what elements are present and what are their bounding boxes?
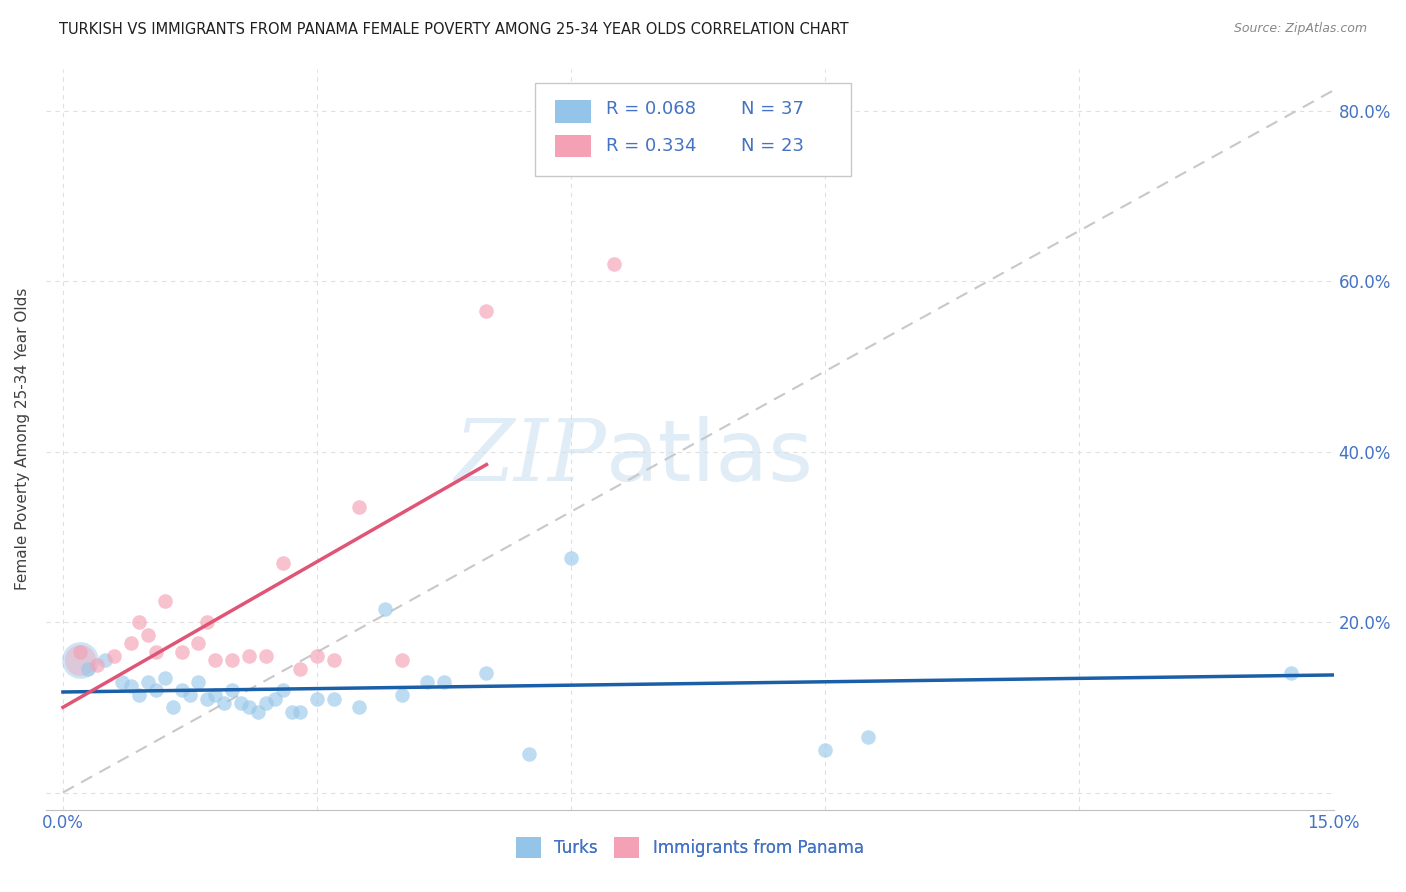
Point [374, 602, 396, 616]
Point [307, 649, 329, 664]
Point [162, 700, 184, 714]
Point [221, 653, 243, 667]
Point [238, 700, 260, 714]
Point [120, 679, 142, 693]
Point [238, 649, 260, 664]
Text: N = 23: N = 23 [741, 137, 804, 155]
Point [77, 662, 100, 676]
Point [307, 691, 329, 706]
Point [179, 688, 201, 702]
Point [195, 615, 218, 629]
Point [254, 649, 277, 664]
Point [391, 653, 413, 667]
Y-axis label: Female Poverty Among 25-34 Year Olds: Female Poverty Among 25-34 Year Olds [15, 288, 30, 591]
Point [145, 645, 167, 659]
Point [323, 691, 346, 706]
Point [69, 653, 91, 667]
Point [187, 636, 209, 650]
Point [517, 747, 540, 761]
Point [204, 688, 226, 702]
Point [94, 653, 117, 667]
Point [391, 688, 413, 702]
Text: atlas: atlas [606, 416, 814, 499]
Point [187, 674, 209, 689]
Point [111, 674, 134, 689]
Point [1279, 666, 1302, 681]
Point [153, 671, 176, 685]
Point [69, 645, 91, 659]
Point [323, 653, 346, 667]
Point [128, 615, 150, 629]
Point [145, 683, 167, 698]
Point [86, 657, 108, 672]
Point [602, 257, 624, 271]
Point [856, 730, 879, 744]
Point [246, 705, 269, 719]
Text: R = 0.068: R = 0.068 [606, 100, 696, 119]
FancyBboxPatch shape [554, 101, 591, 122]
Point [349, 700, 371, 714]
Point [288, 705, 311, 719]
Point [153, 594, 176, 608]
Point [170, 683, 193, 698]
Point [814, 743, 837, 757]
Point [280, 705, 302, 719]
Point [103, 649, 125, 664]
FancyBboxPatch shape [554, 136, 591, 158]
Point [433, 674, 456, 689]
Legend: Turks, Immigrants from Panama: Turks, Immigrants from Panama [509, 830, 870, 864]
Point [212, 696, 235, 710]
Point [254, 696, 277, 710]
Point [195, 691, 218, 706]
Point [288, 662, 311, 676]
Point [170, 645, 193, 659]
Text: R = 0.334: R = 0.334 [606, 137, 696, 155]
Point [136, 674, 159, 689]
FancyBboxPatch shape [536, 83, 851, 176]
Point [560, 551, 582, 566]
Text: ZIP: ZIP [454, 417, 606, 499]
Point [416, 674, 439, 689]
Point [229, 696, 252, 710]
Point [475, 304, 498, 318]
Point [120, 636, 142, 650]
Point [69, 653, 91, 667]
Text: TURKISH VS IMMIGRANTS FROM PANAMA FEMALE POVERTY AMONG 25-34 YEAR OLDS CORRELATI: TURKISH VS IMMIGRANTS FROM PANAMA FEMALE… [59, 22, 849, 37]
Point [271, 556, 294, 570]
Text: N = 37: N = 37 [741, 100, 804, 119]
Point [128, 688, 150, 702]
Point [263, 691, 285, 706]
Point [349, 500, 371, 515]
Point [271, 683, 294, 698]
Point [221, 683, 243, 698]
Point [204, 653, 226, 667]
Text: Source: ZipAtlas.com: Source: ZipAtlas.com [1233, 22, 1367, 36]
Point [136, 628, 159, 642]
Point [475, 666, 498, 681]
